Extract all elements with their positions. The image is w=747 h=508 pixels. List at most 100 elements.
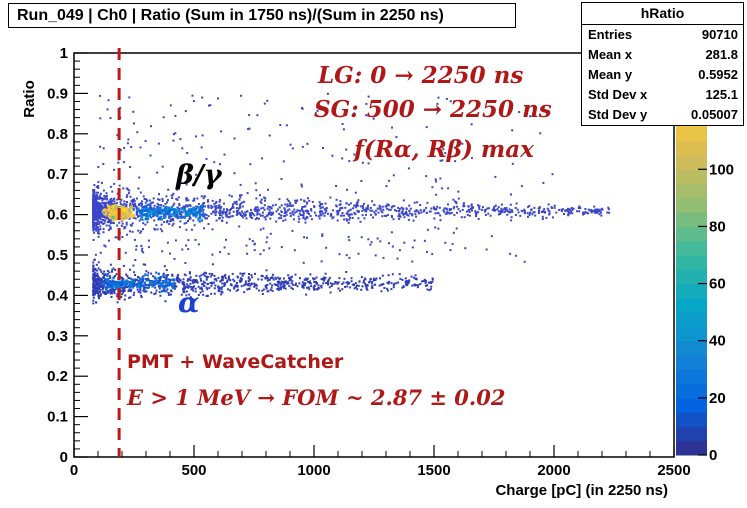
data-point [256, 210, 259, 213]
data-point [205, 275, 208, 278]
data-point [154, 214, 158, 217]
data-point [146, 207, 149, 211]
data-point [336, 281, 338, 284]
data-point [218, 286, 221, 289]
data-point [309, 273, 312, 276]
colorbar-segment [676, 269, 707, 285]
data-point [109, 227, 112, 230]
data-point [168, 208, 172, 212]
data-point [184, 286, 187, 289]
data-point [223, 275, 226, 278]
data-point [543, 208, 546, 211]
data-point [176, 214, 179, 217]
data-point [140, 280, 143, 283]
data-point [97, 267, 100, 270]
data-point [443, 210, 446, 213]
data-point [225, 215, 228, 218]
data-point [375, 277, 378, 280]
data-point [570, 210, 572, 213]
data-point [272, 204, 274, 207]
data-point [102, 163, 105, 165]
data-point [338, 277, 341, 280]
data-point [189, 212, 192, 216]
data-point [548, 210, 551, 213]
data-point [397, 281, 400, 284]
data-point [357, 199, 360, 202]
data-point [194, 135, 197, 138]
data-point [235, 207, 238, 210]
data-point [302, 261, 305, 264]
data-point [242, 216, 245, 219]
data-point [344, 285, 346, 288]
data-point [541, 218, 544, 220]
data-point [221, 216, 224, 219]
data-point [219, 163, 221, 166]
data-point [211, 263, 214, 266]
data-point [99, 268, 102, 271]
data-point [293, 249, 296, 252]
data-point [191, 211, 195, 214]
data-point [511, 129, 514, 132]
data-point [117, 280, 121, 283]
data-point [98, 220, 101, 223]
data-point [198, 220, 201, 223]
data-point [102, 227, 105, 230]
data-point [569, 208, 572, 211]
data-point [166, 201, 169, 204]
data-point [173, 278, 176, 281]
data-point [439, 159, 442, 162]
data-point [246, 210, 249, 213]
data-point [121, 277, 123, 280]
data-point [308, 213, 311, 215]
data-point [92, 289, 95, 292]
data-point [100, 213, 103, 216]
data-point [335, 210, 338, 213]
data-point [375, 209, 378, 212]
data-point [400, 206, 403, 209]
data-point [429, 288, 432, 291]
data-point [248, 212, 251, 215]
data-point [369, 243, 372, 246]
data-point [107, 280, 110, 283]
data-point [124, 280, 127, 283]
data-point [284, 287, 287, 290]
data-point [199, 205, 203, 208]
annotation-sg: SG: 500 → 2250 ns [314, 96, 552, 123]
data-point [171, 283, 174, 286]
data-point [111, 221, 114, 224]
data-point [394, 209, 396, 212]
data-point [382, 256, 385, 259]
data-point [114, 281, 117, 284]
data-point [357, 252, 360, 255]
data-point [437, 96, 440, 99]
data-point [121, 280, 125, 283]
data-point [439, 219, 442, 222]
data-point [132, 198, 135, 201]
data-point [290, 205, 293, 207]
data-point [163, 290, 166, 293]
data-point [271, 212, 274, 214]
data-point [289, 276, 292, 279]
data-point [177, 277, 180, 279]
data-point [219, 198, 222, 201]
data-point [477, 211, 480, 214]
data-point [192, 183, 195, 186]
y-tick-label-0.4: 0.4 [47, 287, 69, 304]
y-tick-label-0.8: 0.8 [47, 126, 68, 143]
data-point [159, 210, 163, 214]
data-point [94, 291, 97, 294]
data-point [329, 282, 332, 285]
data-point [180, 293, 183, 296]
data-point [388, 280, 391, 283]
data-point [214, 214, 217, 216]
data-point [221, 279, 224, 282]
y-axis: 00.10.20.30.40.50.60.70.80.91 [47, 45, 88, 466]
data-point [187, 284, 190, 287]
data-point [214, 211, 217, 214]
data-point [199, 287, 202, 290]
data-point [162, 280, 166, 283]
data-point [266, 236, 269, 239]
data-point [125, 273, 128, 276]
data-point [206, 200, 209, 203]
data-point [514, 207, 517, 209]
